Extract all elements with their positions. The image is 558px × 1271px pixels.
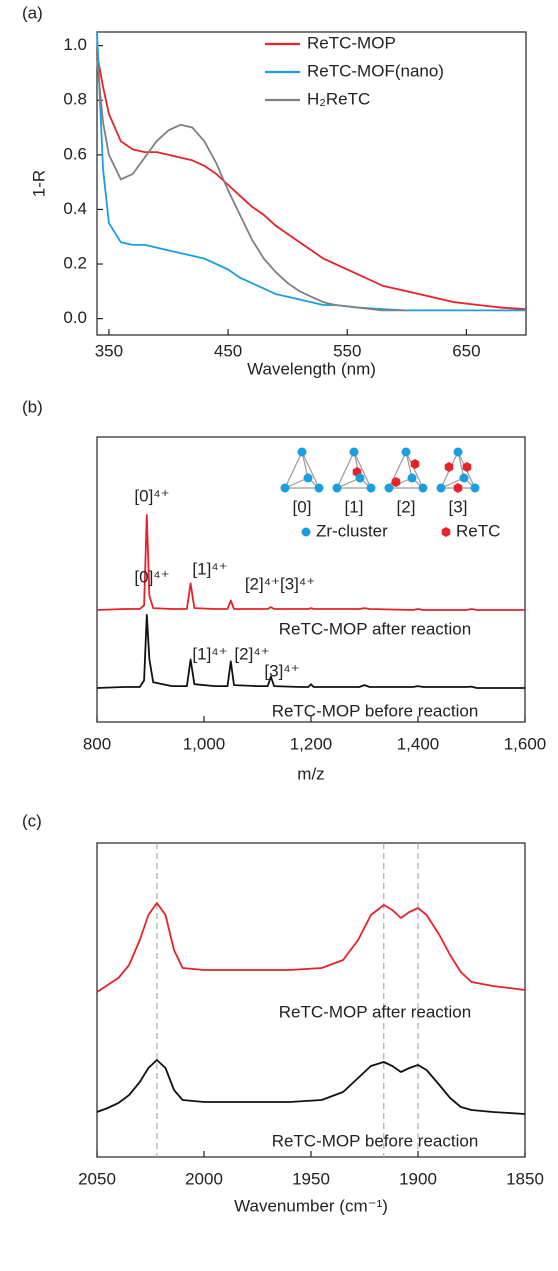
x-axis-label: Wavenumber (cm⁻¹) bbox=[234, 1196, 388, 1215]
peak-label: [0]⁴⁺ bbox=[134, 567, 169, 586]
y-axis-label: 1-R bbox=[29, 170, 48, 197]
inset-zr bbox=[436, 483, 446, 493]
legend-label: ReTC-MOF(nano) bbox=[307, 61, 444, 80]
plot-frame bbox=[96, 31, 527, 336]
inset-zr bbox=[332, 483, 342, 493]
x-tick-label: 650 bbox=[452, 341, 480, 360]
inset-retc bbox=[391, 477, 401, 487]
data-line bbox=[96, 31, 526, 312]
x-axis-label: Wavelength (nm) bbox=[247, 359, 376, 378]
peak-label: [1]⁴⁺ bbox=[192, 644, 227, 663]
inset-legend-label: Zr-cluster bbox=[316, 521, 388, 540]
inset-edge bbox=[405, 451, 424, 489]
x-tick-label: 1850 bbox=[506, 1169, 544, 1188]
data-line bbox=[96, 902, 526, 993]
inset-zr bbox=[355, 473, 365, 483]
trace-label: ReTC-MOP after reaction bbox=[279, 619, 471, 638]
inset-legend-retc bbox=[441, 527, 451, 537]
legend-label: ReTC-MOP bbox=[307, 33, 396, 52]
x-tick-label: 1,000 bbox=[183, 734, 226, 753]
inset-retc bbox=[444, 462, 454, 472]
inset-edge bbox=[353, 451, 372, 489]
x-axis-label: m/z bbox=[297, 764, 324, 783]
x-tick-label: 550 bbox=[333, 341, 361, 360]
inset-legend-label: ReTC bbox=[456, 521, 500, 540]
inset-zr bbox=[314, 483, 324, 493]
inset-zr bbox=[366, 483, 376, 493]
inset-legend-zr bbox=[301, 527, 311, 537]
inset-zr bbox=[470, 483, 480, 493]
data-line bbox=[96, 1059, 526, 1115]
panel-label: (c) bbox=[22, 811, 42, 830]
x-tick-label: 1950 bbox=[292, 1169, 330, 1188]
data-line bbox=[96, 59, 407, 312]
y-tick-label: 0.2 bbox=[63, 254, 87, 273]
y-tick-label: 0.0 bbox=[63, 308, 87, 327]
inset-label: [0] bbox=[293, 497, 312, 516]
x-tick-label: 1,200 bbox=[290, 734, 333, 753]
inset-zr bbox=[280, 483, 290, 493]
inset-zr bbox=[418, 483, 428, 493]
trace-label: ReTC-MOP after reaction bbox=[279, 1002, 471, 1021]
inset-zr bbox=[407, 473, 417, 483]
peak-label: [0]⁴⁺ bbox=[134, 486, 169, 505]
inset-zr bbox=[303, 473, 313, 483]
inset-label: [2] bbox=[397, 497, 416, 516]
peak-label: [2]⁴⁺[3]⁴⁺ bbox=[245, 574, 315, 593]
peak-label: [3]⁴⁺ bbox=[264, 661, 299, 680]
y-tick-label: 1.0 bbox=[63, 35, 87, 54]
peak-label: [2]⁴⁺ bbox=[234, 644, 269, 663]
x-tick-label: 450 bbox=[214, 341, 242, 360]
peak-label: [1]⁴⁺ bbox=[192, 559, 227, 578]
y-tick-label: 0.8 bbox=[63, 90, 87, 109]
inset-edge bbox=[301, 451, 320, 489]
y-tick-label: 0.4 bbox=[63, 199, 87, 218]
inset-zr bbox=[453, 447, 463, 457]
plot-frame bbox=[96, 842, 526, 1158]
inset-zr bbox=[349, 447, 359, 457]
inset-label: [1] bbox=[345, 497, 364, 516]
panel-label: (b) bbox=[22, 397, 43, 416]
x-tick-label: 350 bbox=[95, 341, 123, 360]
inset-zr bbox=[384, 483, 394, 493]
inset-retc bbox=[453, 483, 463, 493]
x-tick-label: 1900 bbox=[399, 1169, 437, 1188]
inset-retc bbox=[410, 459, 420, 469]
inset-zr bbox=[401, 447, 411, 457]
trace-label: ReTC-MOP before reaction bbox=[272, 1131, 479, 1150]
panel-label: (a) bbox=[22, 3, 43, 22]
inset-zr bbox=[297, 447, 307, 457]
data-line bbox=[96, 53, 527, 310]
inset-label: [3] bbox=[449, 497, 468, 516]
inset-edge bbox=[284, 451, 303, 489]
legend-label: H₂ReTC bbox=[307, 89, 370, 108]
trace-label: ReTC-MOP before reaction bbox=[272, 701, 479, 720]
data-line bbox=[96, 614, 525, 689]
x-tick-label: 800 bbox=[83, 734, 111, 753]
data-line bbox=[96, 514, 525, 611]
inset-zr bbox=[459, 473, 469, 483]
x-tick-label: 1,400 bbox=[397, 734, 440, 753]
inset-edge bbox=[336, 451, 355, 489]
x-tick-label: 1,600 bbox=[504, 734, 547, 753]
x-tick-label: 2000 bbox=[185, 1169, 223, 1188]
x-tick-label: 2050 bbox=[78, 1169, 116, 1188]
inset-retc bbox=[462, 462, 472, 472]
y-tick-label: 0.6 bbox=[63, 144, 87, 163]
